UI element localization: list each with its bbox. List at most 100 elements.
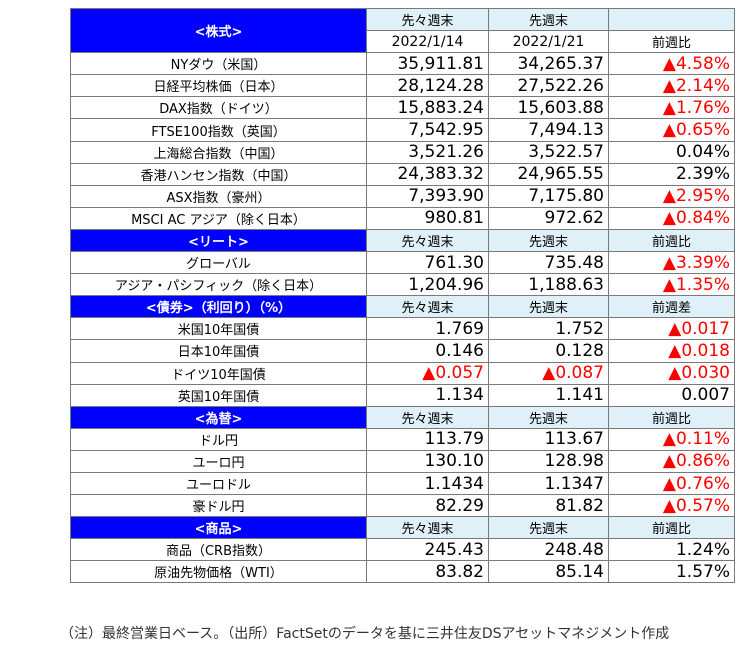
row-label: グローバル	[70, 251, 367, 275]
column-header-change: 前週比	[608, 516, 735, 540]
column-header-prev-week: 先週末	[488, 295, 609, 319]
value-prev-prev-week: 28,124.28	[366, 74, 489, 98]
column-header-change: 前週比	[608, 228, 735, 253]
value-change: ▲2.14%	[608, 74, 735, 98]
footnote: （注）最終営業日ベース。（出所）FactSetのデータを基に三井住友DSアセット…	[60, 626, 670, 642]
table-row: ドイツ10年国債 ▲0.057 ▲0.087 ▲0.030	[70, 361, 735, 385]
row-label: アジア・パシフィック（除く日本）	[70, 273, 367, 297]
value-prev-prev-week: 82.29	[366, 494, 489, 518]
column-header-prev-prev-week: 先々週末	[366, 7, 489, 32]
row-label: 日経平均株価（日本）	[70, 74, 367, 98]
value-prev-week: 15,603.88	[488, 96, 609, 120]
table-row: グローバル 761.30 735.48 ▲3.39%	[70, 251, 735, 275]
value-change: ▲0.018	[608, 339, 735, 363]
value-change: ▲0.57%	[608, 494, 735, 518]
column-header-prev-prev-week: 先々週末	[366, 405, 489, 429]
value-prev-prev-week: 1.134	[366, 383, 489, 407]
row-label: 原油先物価格（WTI）	[70, 560, 367, 584]
section-title: <債券>（利回り）（%）	[70, 295, 367, 319]
value-prev-week: 3,522.57	[488, 140, 609, 164]
table-row: 米国10年国債 1.769 1.752 ▲0.017	[70, 317, 735, 341]
market-summary-body: <株式> 先々週末 先週末 2022/1/14 2022/1/21 前週比 NY…	[70, 7, 735, 584]
row-label: ASX指数（豪州）	[70, 184, 367, 208]
column-header-prev-week: 先週末	[488, 7, 609, 32]
value-prev-week: 113.67	[488, 427, 609, 451]
value-change: ▲3.39%	[608, 251, 735, 275]
value-prev-week: 248.48	[488, 538, 609, 562]
value-prev-week: 85.14	[488, 560, 609, 584]
section-header-row: <為替> 先々週末 先週末 前週比	[70, 405, 735, 429]
column-header-change: 前週比	[608, 405, 735, 429]
table-row: 日本10年国債 0.146 0.128 ▲0.018	[70, 339, 735, 363]
row-label: 米国10年国債	[70, 317, 367, 341]
table-row: 香港ハンセン指数（中国） 24,383.32 24,965.55 2.39%	[70, 162, 735, 186]
value-prev-week: 7,175.80	[488, 184, 609, 208]
value-prev-prev-week: 24,383.32	[366, 162, 489, 186]
value-prev-prev-week: 980.81	[366, 206, 489, 230]
value-prev-prev-week: 245.43	[366, 538, 489, 562]
table-row: DAX指数（ドイツ） 15,883.24 15,603.88 ▲1.76%	[70, 96, 735, 120]
value-change: ▲1.35%	[608, 273, 735, 297]
section-title: <商品>	[70, 516, 367, 540]
section-title: <為替>	[70, 405, 367, 429]
column-header-prev-week: 先週末	[488, 516, 609, 540]
column-header-blank	[608, 7, 735, 32]
section-header-row: <リート> 先々週末 先週末 前週比	[70, 228, 735, 253]
row-label: FTSE100指数（英国）	[70, 118, 367, 142]
value-prev-prev-week: 113.79	[366, 427, 489, 451]
value-prev-week: 81.82	[488, 494, 609, 518]
value-change: ▲1.76%	[608, 96, 735, 120]
value-prev-prev-week: 1.769	[366, 317, 489, 341]
value-change: ▲0.11%	[608, 427, 735, 451]
column-header-date-1: 2022/1/14	[366, 30, 489, 54]
value-prev-prev-week: 15,883.24	[366, 96, 489, 120]
value-change: 0.007	[608, 383, 735, 407]
row-label: 英国10年国債	[70, 383, 367, 407]
value-prev-week: 972.62	[488, 206, 609, 230]
value-prev-prev-week: ▲0.057	[366, 361, 489, 385]
value-prev-week: 1,188.63	[488, 273, 609, 297]
column-header-change: 前週比	[608, 30, 735, 54]
value-prev-prev-week: 7,393.90	[366, 184, 489, 208]
row-label: 商品（CRB指数）	[70, 538, 367, 562]
section-header-row: <債券>（利回り）（%） 先々週末 先週末 前週差	[70, 295, 735, 319]
table-row: 原油先物価格（WTI） 83.82 85.14 1.57%	[70, 560, 735, 584]
value-prev-week: 128.98	[488, 449, 609, 473]
value-prev-week: 27,522.26	[488, 74, 609, 98]
table-row: MSCI AC アジア（除く日本） 980.81 972.62 ▲0.84%	[70, 206, 735, 230]
value-prev-week: 7,494.13	[488, 118, 609, 142]
value-change: ▲0.84%	[608, 206, 735, 230]
value-prev-prev-week: 3,521.26	[366, 140, 489, 164]
row-label: MSCI AC アジア（除く日本）	[70, 206, 367, 230]
table-row: ASX指数（豪州） 7,393.90 7,175.80 ▲2.95%	[70, 184, 735, 208]
value-change: ▲0.65%	[608, 118, 735, 142]
column-header-date-2: 2022/1/21	[488, 30, 609, 54]
table-row: NYダウ（米国） 35,911.81 34,265.37 ▲4.58%	[70, 52, 735, 76]
value-change: 1.57%	[608, 560, 735, 584]
row-label: ドル円	[70, 427, 367, 451]
value-change: ▲0.017	[608, 317, 735, 341]
table-row: 商品（CRB指数） 245.43 248.48 1.24%	[70, 538, 735, 562]
market-summary-table: <株式> 先々週末 先週末 2022/1/14 2022/1/21 前週比 NY…	[70, 7, 735, 584]
value-prev-prev-week: 1,204.96	[366, 273, 489, 297]
value-prev-week: 1.141	[488, 383, 609, 407]
table-row: ドル円 113.79 113.67 ▲0.11%	[70, 427, 735, 451]
value-prev-prev-week: 7,542.95	[366, 118, 489, 142]
value-prev-prev-week: 130.10	[366, 449, 489, 473]
value-change: ▲0.76%	[608, 471, 735, 496]
table-row: 日経平均株価（日本） 28,124.28 27,522.26 ▲2.14%	[70, 74, 735, 98]
table-row: 上海総合指数（中国） 3,521.26 3,522.57 0.04%	[70, 140, 735, 164]
section-title: <リート>	[70, 228, 367, 253]
value-change: ▲0.86%	[608, 449, 735, 473]
table-row: アジア・パシフィック（除く日本） 1,204.96 1,188.63 ▲1.35%	[70, 273, 735, 297]
value-change: 0.04%	[608, 140, 735, 164]
value-prev-prev-week: 1.1434	[366, 471, 489, 496]
value-prev-prev-week: 83.82	[366, 560, 489, 584]
section-header-row: 2022/1/14 2022/1/21 前週比	[71, 30, 735, 54]
value-change: 2.39%	[608, 162, 735, 186]
row-label: ユーロドル	[70, 471, 367, 496]
row-label: NYダウ（米国）	[70, 52, 367, 76]
section-title-stocks: <株式>	[70, 7, 367, 54]
value-prev-week: 1.752	[488, 317, 609, 341]
column-header-prev-week: 先週末	[488, 405, 609, 429]
